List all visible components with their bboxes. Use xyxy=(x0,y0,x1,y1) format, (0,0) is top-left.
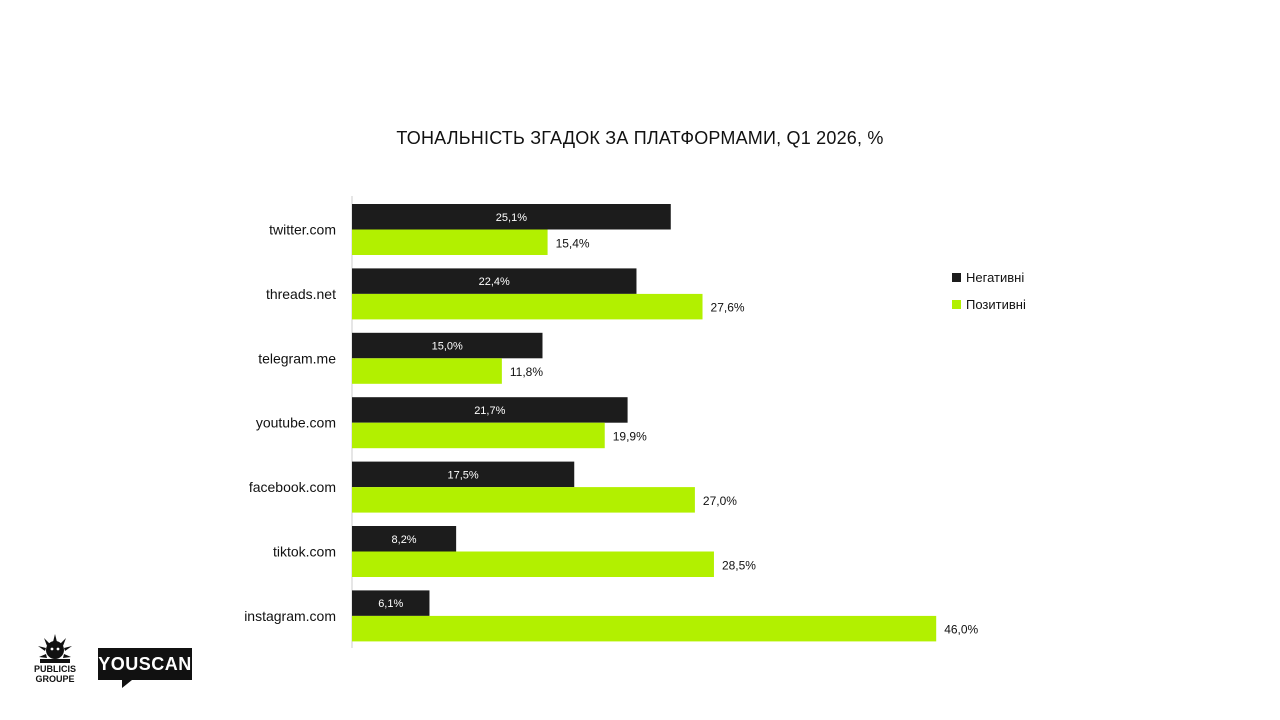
category-label: tiktok.com xyxy=(273,544,336,560)
data-label-positive: 15,4% xyxy=(556,236,590,250)
bar-positive xyxy=(352,551,714,577)
data-label-negative: 6,1% xyxy=(378,598,403,610)
category-label: telegram.me xyxy=(258,350,336,366)
legend-swatch-negative xyxy=(952,272,961,282)
legend: Негативні Позитивні xyxy=(952,268,1026,322)
data-label-negative: 15,0% xyxy=(432,341,463,353)
category-label: instagram.com xyxy=(244,608,336,624)
bar-positive xyxy=(352,422,605,449)
bar-negative xyxy=(352,526,457,552)
bar-negative xyxy=(352,332,543,359)
data-label-negative: 22,4% xyxy=(479,276,510,288)
category-label: facebook.com xyxy=(249,479,336,495)
category-label: youtube.com xyxy=(256,415,336,431)
bar-negative xyxy=(352,268,637,294)
publicis-line2: GROUPE xyxy=(35,674,75,684)
chart-title: ТОНАЛЬНІСТЬ ЗГАДОК ЗА ПЛАТФОРМАМИ, Q1 20… xyxy=(396,128,884,148)
data-label-positive: 19,9% xyxy=(613,429,647,443)
bar-negative xyxy=(352,590,430,616)
lion-head-icon xyxy=(38,634,72,663)
bar-positive xyxy=(352,615,937,642)
data-label-negative: 25,1% xyxy=(496,212,527,224)
publicis-text: PUBLICIS GROUPE xyxy=(26,664,84,684)
bar-negative xyxy=(352,204,671,230)
legend-label-negative: Негативні xyxy=(966,269,1025,285)
category-label: threads.net xyxy=(266,286,336,302)
legend-item-negative: Негативні xyxy=(952,268,1026,286)
youscan-logo-tail xyxy=(122,680,132,688)
data-label-negative: 21,7% xyxy=(474,405,505,417)
data-label-positive: 46,0% xyxy=(944,623,978,637)
data-label-positive: 27,0% xyxy=(703,494,737,508)
data-label-positive: 27,6% xyxy=(711,301,745,315)
publicis-logo: PUBLICIS GROUPE xyxy=(26,632,84,686)
bar-positive xyxy=(352,358,502,384)
legend-label-positive: Позитивні xyxy=(966,296,1026,312)
data-label-positive: 28,5% xyxy=(722,558,756,572)
youscan-logo: YOUSCAN xyxy=(98,648,192,680)
data-label-negative: 8,2% xyxy=(392,534,417,546)
category-label: twitter.com xyxy=(269,222,336,238)
legend-swatch-positive xyxy=(952,299,961,309)
bar-negative xyxy=(352,461,575,488)
legend-item-positive: Позитивні xyxy=(952,295,1026,313)
publicis-line1: PUBLICIS xyxy=(33,664,76,674)
data-label-positive: 11,8% xyxy=(510,365,543,379)
logos: PUBLICIS GROUPE YOUSCAN xyxy=(26,632,206,692)
data-label-negative: 17,5% xyxy=(448,469,479,481)
bar-negative xyxy=(352,397,628,423)
bar-positive xyxy=(352,229,548,255)
bar-positive xyxy=(352,293,703,320)
bar-positive xyxy=(352,487,695,513)
